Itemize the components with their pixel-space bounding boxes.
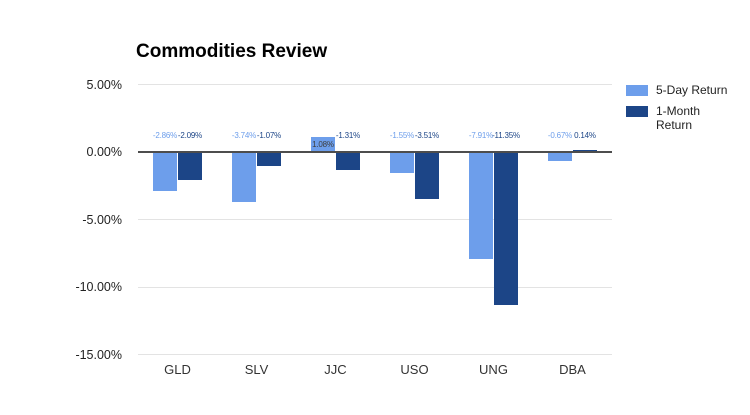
y-tick-label--5: -5.00% bbox=[82, 212, 122, 227]
bar-value-label-1-month-return-gld: -2.09% bbox=[177, 131, 203, 140]
bar-1-month-return-ung bbox=[494, 152, 518, 306]
x-axis-label-slv: SLV bbox=[244, 362, 269, 377]
bar-1-month-return-slv bbox=[257, 152, 281, 167]
gridline-5 bbox=[138, 84, 612, 85]
gridline--5 bbox=[138, 219, 612, 220]
bar-value-label-5-day-return-uso: -1.55% bbox=[389, 131, 415, 140]
bar-5-day-return-gld bbox=[153, 152, 177, 191]
gridline--15 bbox=[138, 354, 612, 355]
x-axis-label-uso: USO bbox=[400, 362, 429, 377]
legend-label: 5-Day Return bbox=[656, 83, 728, 97]
bar-5-day-return-ung bbox=[469, 152, 493, 259]
x-axis-label-gld: GLD bbox=[164, 362, 191, 377]
bar-value-label-5-day-return-gld: -2.86% bbox=[152, 131, 178, 140]
legend-swatch-icon bbox=[626, 85, 648, 96]
legend-label: 1-Month Return bbox=[656, 104, 701, 132]
chart-title: Commodities Review bbox=[136, 41, 328, 62]
bar-value-label-5-day-return-slv: -3.74% bbox=[231, 131, 257, 140]
y-tick-label--10: -10.00% bbox=[75, 280, 122, 294]
legend-item-1-month-return: 1-Month Return bbox=[626, 104, 744, 132]
x-axis-label-jjc: JJC bbox=[324, 362, 347, 377]
x-axis-label-dba: DBA bbox=[559, 362, 586, 377]
bar-value-label-5-day-return-jjc: 1.08% bbox=[312, 139, 334, 149]
bar-5-day-return-jjc bbox=[311, 137, 335, 152]
zero-axis-line bbox=[138, 151, 612, 153]
bar-value-label-1-month-return-ung: -11.35% bbox=[492, 131, 520, 140]
bar-value-label-5-day-return-dba: -0.67% bbox=[547, 131, 573, 140]
bar-value-label-1-month-return-uso: -3.51% bbox=[414, 131, 440, 140]
bar-1-month-return-jjc bbox=[336, 152, 360, 170]
legend-swatch-icon bbox=[626, 106, 648, 117]
bar-5-day-return-uso bbox=[390, 152, 414, 173]
gridline--10 bbox=[138, 286, 612, 288]
bar-5-day-return-slv bbox=[232, 152, 256, 203]
y-tick-label--15: -15.00% bbox=[75, 347, 122, 362]
bar-5-day-return-dba bbox=[548, 152, 572, 162]
bar-1-month-return-gld bbox=[178, 152, 202, 181]
bar-value-label-1-month-return-dba: 0.14% bbox=[574, 131, 596, 140]
legend: 5-Day Return 1-Month Return bbox=[626, 83, 744, 139]
bar-value-label-5-day-return-ung: -7.91% bbox=[468, 131, 494, 140]
legend-item-5-day-return: 5-Day Return bbox=[626, 83, 744, 97]
bar-1-month-return-uso bbox=[415, 152, 439, 200]
y-tick-label-5: 5.00% bbox=[86, 77, 122, 92]
bar-value-label-1-month-return-slv: -1.07% bbox=[256, 131, 282, 140]
bar-value-label-1-month-return-jjc: -1.31% bbox=[335, 131, 361, 140]
y-tick-label-0: 0.00% bbox=[86, 145, 122, 159]
x-axis-label-ung: UNG bbox=[479, 362, 508, 377]
